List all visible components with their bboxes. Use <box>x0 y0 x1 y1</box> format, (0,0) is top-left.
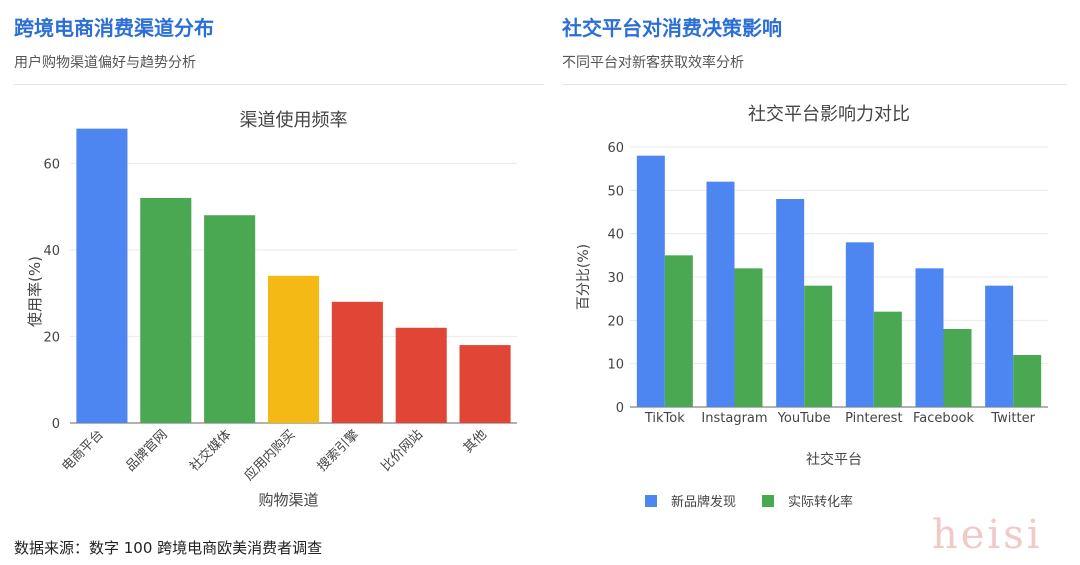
left-x-tick-label: 应用内购买 <box>241 427 298 484</box>
legend-label: 新品牌发现 <box>671 494 736 510</box>
right-bar <box>776 199 805 407</box>
left-y-tick-label: 60 <box>43 157 60 172</box>
left-bar <box>76 128 128 423</box>
right-bar <box>1013 355 1042 407</box>
right-bar <box>804 285 833 407</box>
right-x-tick-label: Pinterest <box>845 411 902 426</box>
left-y-tick-label: 40 <box>43 244 60 259</box>
legend-swatch <box>645 495 657 507</box>
left-x-tick-label: 搜索引擎 <box>315 427 362 474</box>
left-divider <box>14 84 544 85</box>
right-bar <box>734 268 763 407</box>
right-y-tick-label: 40 <box>607 228 624 243</box>
right-y-tick-label: 10 <box>607 358 624 373</box>
right-y-tick-label: 20 <box>607 314 624 329</box>
legend-swatch <box>762 495 774 507</box>
left-chart-title: 渠道使用频率 <box>240 110 348 131</box>
right-y-tick-label: 60 <box>607 141 624 156</box>
left-bar <box>331 301 383 423</box>
left-x-tick-label: 社交媒体 <box>186 427 234 475</box>
right-x-tick-label: Facebook <box>913 411 975 426</box>
right-x-tick-label: Twitter <box>990 411 1035 426</box>
left-x-axis-label: 购物渠道 <box>258 491 318 509</box>
right-bar <box>706 181 735 407</box>
right-x-tick-label: TikTok <box>644 411 685 426</box>
left-y-axis-label: 使用率(%) <box>26 256 44 327</box>
right-panel-title: 社交平台对消费决策影响 <box>562 16 782 40</box>
left-bar <box>459 345 511 423</box>
left-bar <box>140 197 192 423</box>
left-panel-subtitle: 用户购物渠道偏好与趋势分析 <box>14 55 196 71</box>
right-x-tick-label: YouTube <box>777 411 831 426</box>
left-x-tick-label: 其他 <box>461 427 490 456</box>
right-bar <box>664 255 693 407</box>
left-y-tick-label: 0 <box>52 417 60 432</box>
right-x-axis-label: 社交平台 <box>806 451 862 468</box>
right-y-axis-label: 百分比(%) <box>576 244 592 310</box>
right-y-tick-label: 0 <box>616 401 624 416</box>
right-panel-subtitle: 不同平台对新客获取效率分析 <box>562 55 744 71</box>
left-panel-title: 跨境电商消费渠道分布 <box>14 16 214 40</box>
right-bar <box>636 155 665 407</box>
right-bar <box>873 311 902 407</box>
left-x-tick-label: 电商平台 <box>59 427 106 474</box>
left-bar <box>267 275 320 423</box>
right-x-tick-label: Instagram <box>701 411 767 426</box>
right-y-tick-label: 50 <box>607 184 624 199</box>
watermark: heisi <box>932 512 1043 558</box>
right-bar <box>985 285 1014 407</box>
left-bar <box>204 215 256 423</box>
right-bar <box>943 329 972 407</box>
right-y-tick-label: 30 <box>607 271 624 286</box>
right-chart-title: 社交平台影响力对比 <box>748 104 910 125</box>
left-x-tick-label: 品牌官网 <box>123 427 171 475</box>
right-bar <box>915 268 944 407</box>
right-divider <box>562 84 1067 85</box>
left-y-tick-label: 20 <box>43 330 60 345</box>
data-source-note: 数据来源：数字 100 跨境电商欧美消费者调查 <box>14 539 323 557</box>
left-x-tick-label: 比价网站 <box>379 427 426 474</box>
left-bar <box>395 327 447 423</box>
right-bar <box>845 242 874 407</box>
legend-label: 实际转化率 <box>788 494 853 510</box>
